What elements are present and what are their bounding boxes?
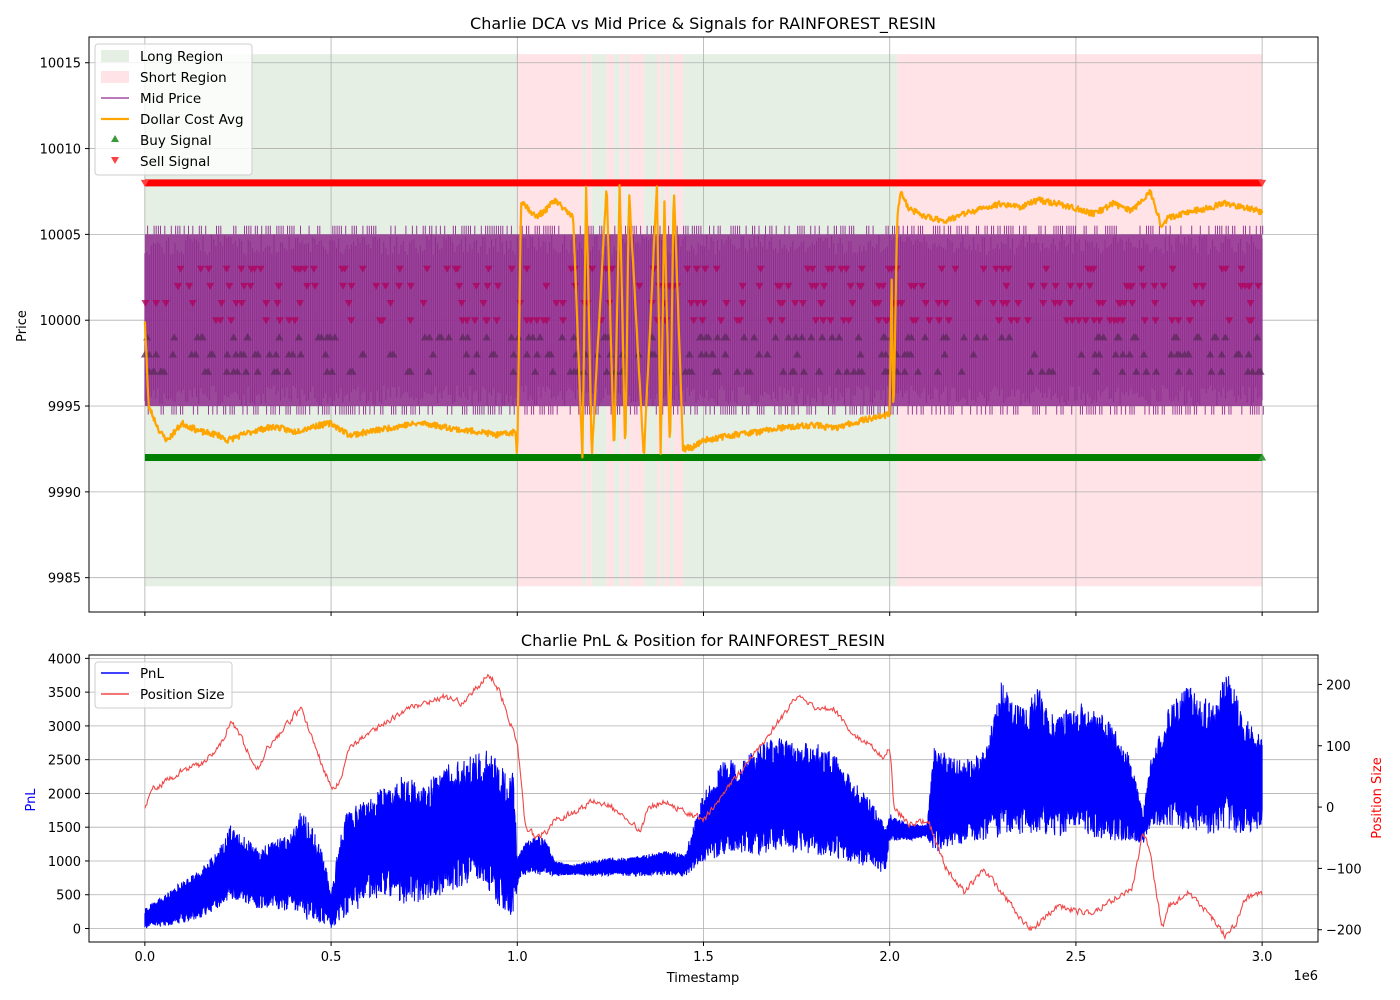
buy-signal-row — [144, 454, 1263, 462]
buy-signal-marker-last — [1258, 453, 1267, 461]
bottom-ytick-label-0: 0 — [73, 922, 81, 937]
bottom-xtick-label-5: 2.5 — [1066, 950, 1087, 965]
legend-label-sell-signal: Sell Signal — [140, 154, 210, 170]
bottom-ytick-label-6: 3000 — [48, 720, 81, 735]
top-ytick-label-2: 9995 — [48, 400, 81, 415]
legend-label-buy-signal: Buy Signal — [140, 133, 212, 149]
legend-label-pnl: PnL — [140, 666, 164, 682]
bottom-y2tick-label-4: 200 — [1326, 678, 1351, 693]
sell-signal-marker-last — [1258, 179, 1267, 187]
top-y-ticks: 9985 9990 9995 10000 10005 10010 10015 — [40, 57, 89, 587]
legend-swatch-short-region — [101, 71, 129, 83]
bottom-ytick-label-5: 2500 — [48, 754, 81, 769]
top-ytick-label-1: 9990 — [48, 486, 81, 501]
bottom-y2tick-label-0: −200 — [1326, 924, 1362, 939]
bottom-ytick-label-7: 3500 — [48, 686, 81, 701]
legend-swatch-buy-signal — [111, 135, 119, 142]
top-series — [140, 179, 1267, 462]
bottom-xtick-label-2: 1.0 — [507, 950, 528, 965]
buy-markers-inside — [140, 333, 1265, 375]
top-ytick-label-4: 10005 — [40, 228, 81, 243]
top-ytick-label-5: 10010 — [40, 143, 81, 158]
bottom-y2tick-label-1: −100 — [1326, 862, 1362, 877]
bottom-series — [144, 673, 1263, 941]
legend-label-dca: Dollar Cost Avg — [140, 112, 244, 128]
bottom-y2tick-label-2: 0 — [1326, 801, 1334, 816]
bottom-y2-ticks: −200 −100 0 100 200 — [1318, 678, 1362, 939]
legend-label-position: Position Size — [140, 687, 225, 703]
bottom-chart: Charlie PnL & Position for RAINFOREST_RE… — [24, 631, 1385, 986]
bottom-ytick-label-8: 4000 — [48, 652, 81, 667]
bottom-y2tick-label-3: 100 — [1326, 740, 1351, 755]
bottom-legend: PnL Position Size — [94, 661, 233, 709]
bottom-xtick-label-3: 1.5 — [693, 950, 714, 965]
top-ytick-label-6: 10015 — [40, 57, 81, 72]
legend-swatch-long-region — [101, 50, 129, 62]
bottom-ytick-label-2: 1000 — [48, 855, 81, 870]
legend-label-short-region: Short Region — [140, 70, 227, 86]
legend-label-long-region: Long Region — [140, 49, 223, 65]
bottom-legend-box — [94, 661, 233, 709]
top-legend-box — [94, 43, 253, 176]
bottom-y-axis-label: PnL — [24, 788, 39, 812]
sell-signal-marker-first — [140, 179, 149, 187]
bottom-ytick-label-1: 500 — [56, 889, 81, 904]
top-x-ticks — [144, 612, 1263, 616]
bottom-x-axis-label: Timestamp — [666, 971, 740, 986]
top-ytick-label-0: 9985 — [48, 572, 81, 587]
top-chart-title: Charlie DCA vs Mid Price & Signals for R… — [470, 14, 936, 34]
dca-line — [143, 184, 1264, 459]
top-y-axis-label: Price — [15, 310, 30, 342]
bottom-y2-axis-label: Position Size — [1370, 757, 1385, 838]
top-legend: Long Region Short Region Mid Price Dolla… — [94, 43, 253, 176]
legend-swatch-sell-signal — [111, 157, 119, 164]
bottom-chart-title: Charlie PnL & Position for RAINFOREST_RE… — [521, 631, 885, 651]
bottom-ytick-label-4: 2000 — [48, 787, 81, 802]
sell-signal-row — [144, 179, 1263, 187]
top-ytick-label-3: 10000 — [40, 314, 81, 329]
bottom-y-ticks: 0 500 1000 1500 2000 2500 3000 3500 4000 — [48, 652, 89, 937]
bottom-xtick-label-6: 3.0 — [1252, 950, 1273, 965]
top-chart: Charlie DCA vs Mid Price & Signals for R… — [15, 14, 1319, 616]
bottom-xtick-label-1: 0.5 — [321, 950, 342, 965]
x-axis-offset-label: 1e6 — [1293, 969, 1318, 984]
bottom-xtick-label-0: 0.0 — [135, 950, 156, 965]
bottom-ytick-label-3: 1500 — [48, 821, 81, 836]
pnl-line — [144, 676, 1263, 929]
position-line — [144, 673, 1263, 941]
bottom-x-ticks: 0.0 0.5 1.0 1.5 2.0 2.5 3.0 — [135, 942, 1273, 965]
legend-label-mid-price: Mid Price — [140, 91, 201, 107]
bottom-xtick-label-4: 2.0 — [879, 950, 900, 965]
